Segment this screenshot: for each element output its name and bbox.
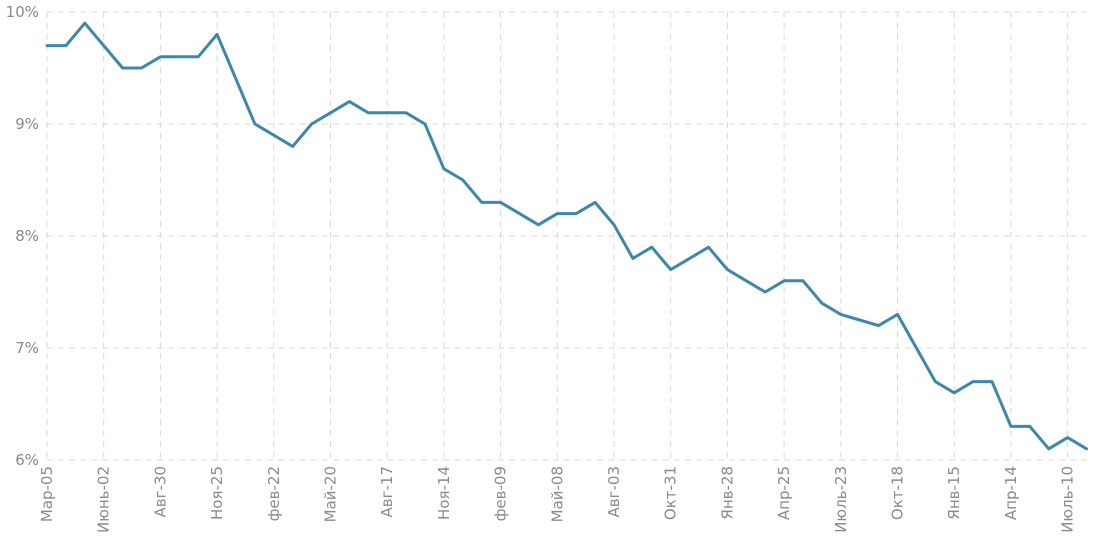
grid bbox=[46, 11, 1088, 461]
y-tick-label: 8% bbox=[15, 227, 39, 245]
x-tick-label: Авг-03 bbox=[605, 466, 623, 517]
x-tick-label: Июль-23 bbox=[832, 466, 850, 533]
x-tick-label: Ноя-25 bbox=[208, 466, 226, 520]
x-tick-label: Авг-17 bbox=[378, 466, 396, 517]
data-point bbox=[214, 31, 220, 37]
data-point bbox=[479, 199, 485, 205]
data-point bbox=[365, 110, 371, 116]
data-point bbox=[498, 199, 504, 205]
data-point bbox=[895, 311, 901, 317]
x-tick-label: Май-08 bbox=[548, 466, 566, 522]
y-axis-ticks: 6% 7% 8% 9% 10% bbox=[6, 3, 39, 469]
data-point bbox=[1065, 435, 1071, 441]
data-point bbox=[1046, 446, 1052, 452]
data-point bbox=[970, 379, 976, 385]
data-point bbox=[781, 278, 787, 284]
data-point bbox=[422, 121, 428, 127]
data-point bbox=[139, 65, 145, 71]
data-point bbox=[441, 166, 447, 172]
x-tick-label: Авг-30 bbox=[151, 466, 169, 517]
x-tick-label: Апр-14 bbox=[1002, 466, 1020, 520]
data-point bbox=[176, 54, 182, 60]
x-tick-label: фев-22 bbox=[265, 466, 283, 521]
data-point bbox=[384, 110, 390, 116]
data-point bbox=[1008, 423, 1014, 429]
data-point bbox=[668, 267, 674, 273]
x-tick-label: Янв-15 bbox=[945, 466, 963, 520]
y-tick-label: 9% bbox=[15, 115, 39, 133]
x-tick-label: Май-20 bbox=[322, 466, 340, 522]
data-point bbox=[82, 20, 88, 26]
data-point bbox=[271, 132, 277, 138]
x-axis-ticks: Мар-05 Июнь-02 Авг-30 Ноя-25 фев-22 Май-20 Авг… bbox=[38, 466, 1077, 533]
data-point bbox=[687, 255, 693, 261]
data-point bbox=[573, 211, 579, 217]
data-point bbox=[517, 211, 523, 217]
x-tick-label: Ноя-14 bbox=[435, 466, 453, 520]
data-point bbox=[460, 177, 466, 183]
x-tick-label: Мар-05 bbox=[38, 466, 56, 522]
data-point bbox=[1084, 446, 1090, 452]
data-point bbox=[724, 267, 730, 273]
data-point bbox=[913, 345, 919, 351]
x-tick-label: Июнь-02 bbox=[95, 466, 113, 533]
data-point bbox=[195, 54, 201, 60]
data-point bbox=[44, 43, 50, 49]
data-point bbox=[1027, 423, 1033, 429]
data-point bbox=[762, 289, 768, 295]
x-tick-label: Июль-10 bbox=[1059, 466, 1077, 533]
data-point bbox=[309, 121, 315, 127]
series-layer bbox=[44, 20, 1090, 452]
data-point bbox=[649, 244, 655, 250]
data-point bbox=[611, 222, 617, 228]
y-tick-label: 10% bbox=[6, 3, 39, 21]
data-point bbox=[630, 255, 636, 261]
x-tick-label: фев-09 bbox=[492, 466, 510, 521]
data-point bbox=[743, 278, 749, 284]
x-tick-label: Янв-28 bbox=[718, 466, 736, 520]
data-point bbox=[857, 317, 863, 323]
data-point bbox=[876, 323, 882, 329]
x-tick-label: Окт-18 bbox=[889, 466, 907, 520]
series-line bbox=[45, 21, 1088, 451]
data-point bbox=[252, 121, 258, 127]
data-point bbox=[819, 300, 825, 306]
data-point bbox=[101, 43, 107, 49]
data-point bbox=[838, 311, 844, 317]
data-point bbox=[63, 43, 69, 49]
y-tick-label: 6% bbox=[15, 451, 39, 469]
data-point bbox=[932, 379, 938, 385]
x-tick-label: Окт-31 bbox=[662, 466, 680, 520]
data-point bbox=[989, 379, 995, 385]
data-point bbox=[535, 222, 541, 228]
data-point bbox=[800, 278, 806, 284]
x-tick-label: Апр-25 bbox=[775, 466, 793, 520]
data-point bbox=[233, 76, 239, 82]
data-point bbox=[120, 65, 126, 71]
data-point bbox=[554, 211, 560, 217]
data-point bbox=[951, 390, 957, 396]
data-point bbox=[592, 199, 598, 205]
data-point bbox=[403, 110, 409, 116]
data-point bbox=[346, 99, 352, 105]
y-tick-label: 7% bbox=[15, 339, 39, 357]
data-point bbox=[157, 54, 163, 60]
data-point bbox=[706, 244, 712, 250]
data-point bbox=[328, 110, 334, 116]
data-point bbox=[290, 143, 296, 149]
